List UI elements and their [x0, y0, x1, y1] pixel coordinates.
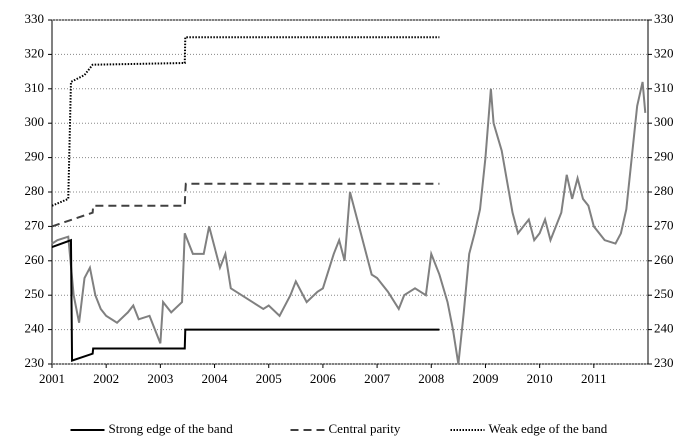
x-tick-label: 2008 — [418, 371, 444, 386]
y2-tick-label: 250 — [654, 286, 674, 301]
y2-tick-label: 320 — [654, 45, 674, 60]
y2-tick-label: 230 — [654, 355, 674, 370]
x-tick-label: 2005 — [256, 371, 282, 386]
y2-tick-label: 310 — [654, 80, 674, 95]
y2-tick-label: 270 — [654, 217, 674, 232]
x-tick-label: 2003 — [147, 371, 173, 386]
x-tick-label: 2004 — [202, 371, 229, 386]
y-tick-label: 300 — [25, 114, 45, 129]
legend-label: Strong edge of the band — [109, 421, 234, 436]
x-tick-label: 2006 — [310, 371, 337, 386]
y-tick-label: 330 — [25, 11, 45, 26]
series-line — [51, 238, 440, 362]
y-tick-label: 320 — [25, 45, 45, 60]
y2-tick-label: 290 — [654, 149, 674, 164]
series-line — [51, 36, 440, 207]
y-tick-label: 250 — [25, 286, 45, 301]
y-tick-label: 260 — [25, 252, 45, 267]
legend-label: Central parity — [329, 421, 401, 436]
y2-tick-label: 280 — [654, 183, 674, 198]
series-line — [51, 81, 647, 365]
y-tick-label: 230 — [25, 355, 45, 370]
x-tick-label: 2011 — [581, 371, 607, 386]
x-tick-label: 2007 — [364, 371, 391, 386]
y-tick-label: 290 — [25, 149, 45, 164]
x-tick-label: 2001 — [39, 371, 65, 386]
x-tick-label: 2009 — [472, 371, 498, 386]
y-tick-label: 240 — [25, 321, 45, 336]
y-tick-label: 280 — [25, 183, 45, 198]
y2-tick-label: 260 — [654, 252, 674, 267]
y-tick-label: 270 — [25, 217, 45, 232]
series-line — [51, 182, 440, 228]
x-tick-label: 2002 — [93, 371, 119, 386]
y2-tick-label: 330 — [654, 11, 674, 26]
x-tick-label: 2010 — [527, 371, 553, 386]
y2-tick-label: 240 — [654, 321, 674, 336]
y2-tick-label: 300 — [654, 114, 674, 129]
legend-label: Weak edge of the band — [489, 421, 608, 436]
y-tick-label: 310 — [25, 80, 45, 95]
